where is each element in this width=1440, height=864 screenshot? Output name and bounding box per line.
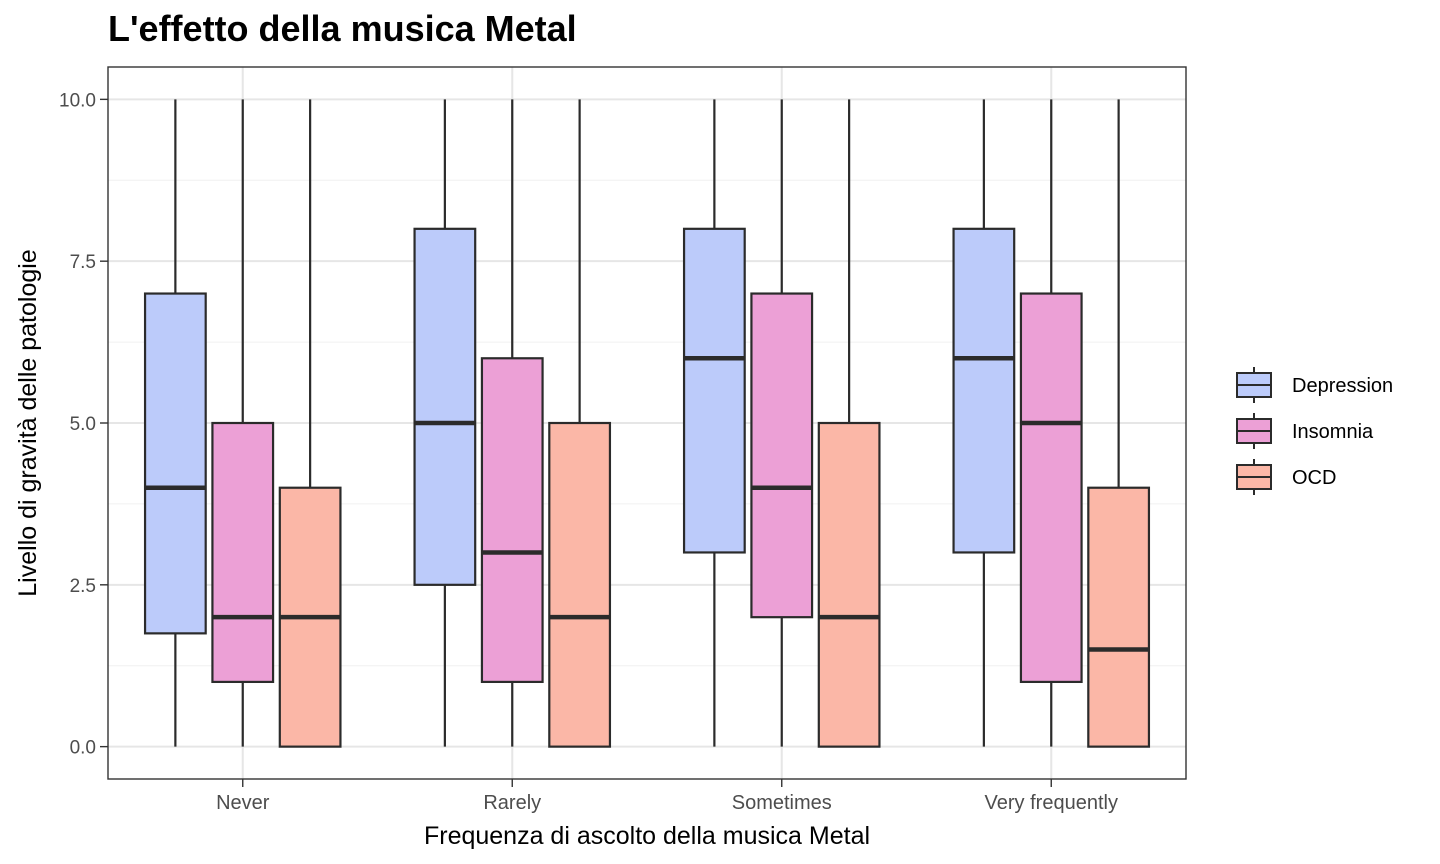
- x-tick-label: Never: [216, 792, 270, 814]
- chart-title: L'effetto della musica Metal: [108, 8, 577, 49]
- box-body: [413, 227, 477, 586]
- box-body: [480, 357, 544, 684]
- box-body: [750, 292, 814, 619]
- y-tick-label: 2.5: [70, 576, 96, 597]
- box-body: [1087, 486, 1151, 748]
- legend-label: Depression: [1292, 375, 1393, 397]
- y-tick-label: 10.0: [59, 90, 96, 111]
- box-body: [211, 421, 275, 684]
- x-tick-label: Sometimes: [732, 792, 832, 814]
- box-body: [817, 421, 881, 748]
- box-body: [143, 292, 207, 635]
- x-tick-label: Very frequently: [985, 792, 1118, 814]
- y-tick-label: 0.0: [70, 738, 96, 759]
- box-body: [548, 421, 612, 748]
- x-tick-label: Rarely: [483, 792, 541, 814]
- y-tick-label: 5.0: [70, 414, 96, 435]
- box-body: [1019, 292, 1083, 684]
- box-body: [682, 227, 746, 554]
- y-tick-label: 7.5: [70, 252, 96, 273]
- y-axis-title: Livello di gravità delle patologie: [14, 249, 42, 596]
- box-body: [952, 227, 1016, 554]
- legend-label: OCD: [1292, 467, 1336, 489]
- legend-label: Insomnia: [1292, 421, 1374, 443]
- x-axis-title: Frequenza di ascolto della musica Metal: [424, 822, 870, 850]
